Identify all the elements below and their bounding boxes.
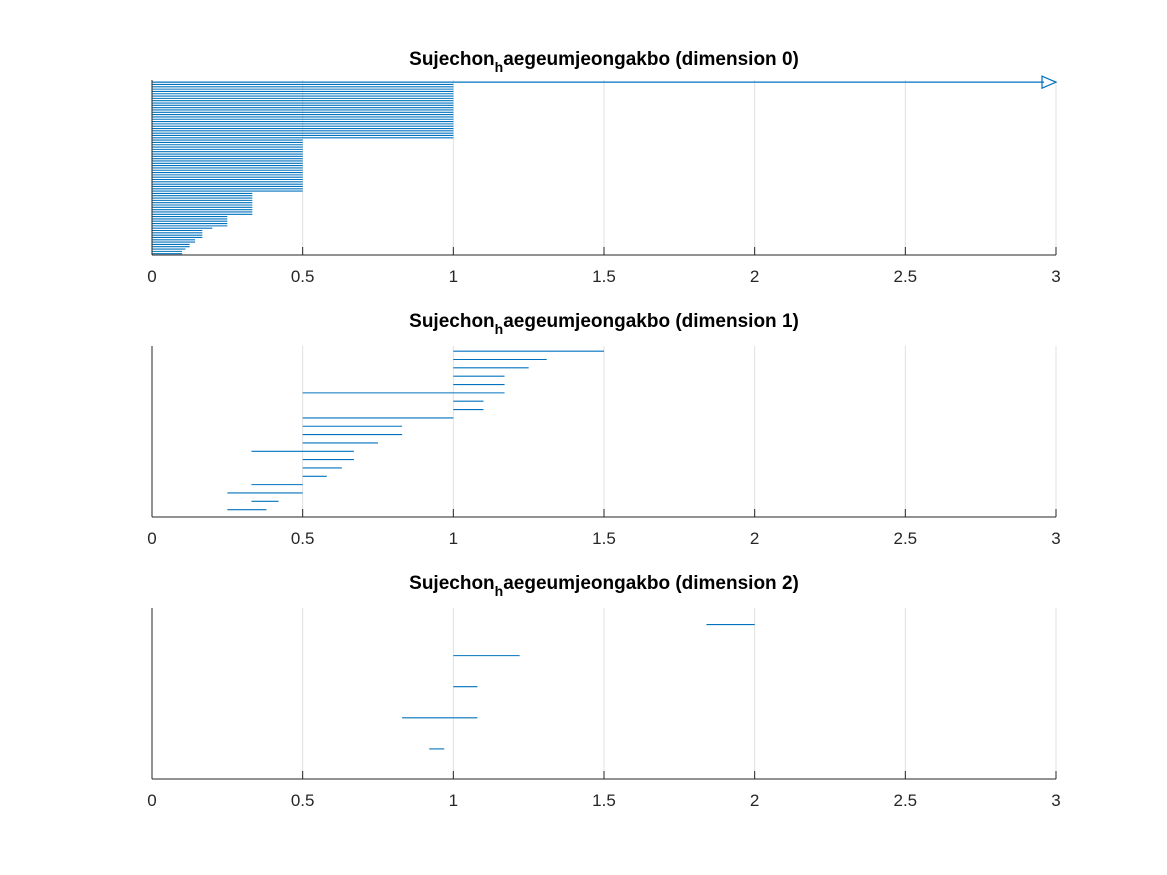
panel-title-rest: aegeumjeongakbo (dimension 1) (503, 311, 799, 332)
panel-title: Sujechonhaegeumjeongakbo (dimension 0) (409, 49, 799, 75)
x-tick-label: 1 (449, 529, 458, 548)
panel-title-main: Sujechon (409, 573, 495, 594)
barcode-panel-0: Sujechonhaegeumjeongakbo (dimension 0) 0 0… (147, 49, 1060, 286)
x-tick-label: 3 (1051, 529, 1060, 548)
x-tick-label: 2.5 (894, 791, 918, 810)
x-tick-label: 0 (147, 267, 156, 286)
x-tick-label: 2 (750, 529, 759, 548)
x-tick-label: 0.5 (291, 791, 315, 810)
panel-title: Sujechonhaegeumjeongakbo (dimension 1) (409, 311, 799, 337)
barcode-panel-2: Sujechonhaegeumjeongakbo (dimension 2) 0 0… (147, 573, 1060, 810)
x-tick-label: 2.5 (894, 267, 918, 286)
x-tick-label: 2 (750, 267, 759, 286)
x-tick-label: 0 (147, 529, 156, 548)
x-tick-label: 2 (750, 791, 759, 810)
panel-title: Sujechonhaegeumjeongakbo (dimension 2) (409, 573, 799, 599)
infinite-arrow-marker (1041, 75, 1058, 90)
x-tick-label: 3 (1051, 791, 1060, 810)
barcode-panel-1: Sujechonhaegeumjeongakbo (dimension 1) 0 0… (147, 311, 1060, 548)
x-tick-label: 2.5 (894, 529, 918, 548)
panel-title-main: Sujechon (409, 49, 495, 70)
x-tick-label: 1 (449, 791, 458, 810)
panel-title-rest: aegeumjeongakbo (dimension 0) (503, 49, 799, 70)
panel-title-rest: aegeumjeongakbo (dimension 2) (503, 573, 799, 594)
x-tick-label: 1.5 (592, 529, 616, 548)
x-tick-label: 0.5 (291, 267, 315, 286)
x-tick-label: 0.5 (291, 529, 315, 548)
panel-title-main: Sujechon (409, 311, 495, 332)
panel-title-subscript: h (495, 583, 504, 599)
x-tick-label: 0 (147, 791, 156, 810)
x-tick-label: 1.5 (592, 267, 616, 286)
x-tick-label: 3 (1051, 267, 1060, 286)
x-tick-label: 1.5 (592, 791, 616, 810)
x-tick-label: 1 (449, 267, 458, 286)
panel-title-subscript: h (495, 59, 504, 75)
panel-title-subscript: h (495, 321, 504, 337)
